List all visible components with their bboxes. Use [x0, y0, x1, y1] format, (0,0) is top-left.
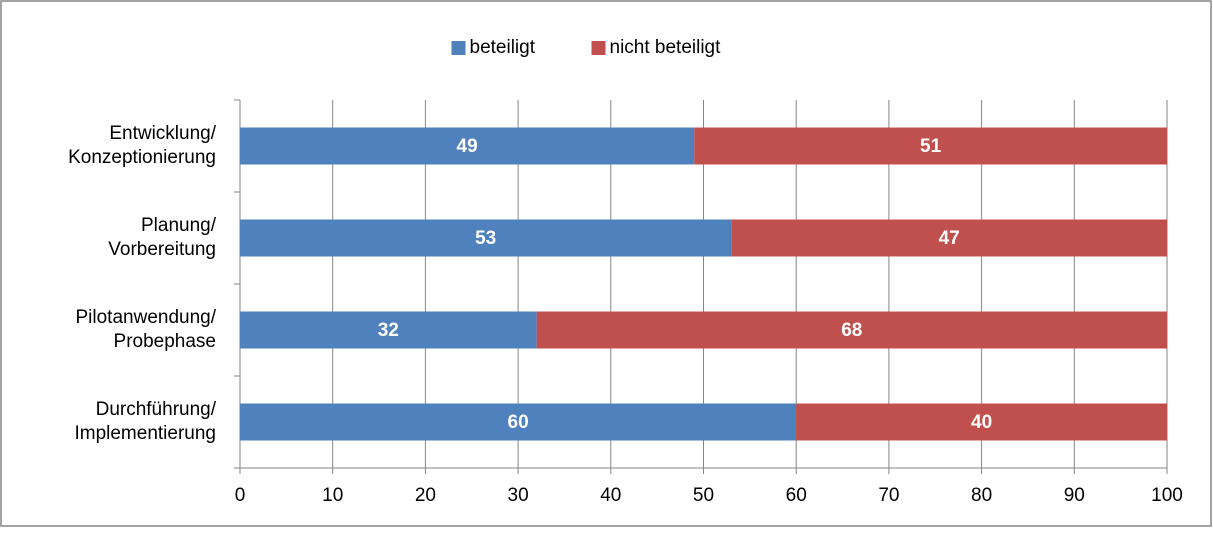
value-label: 53 [475, 228, 496, 249]
y-tick-label: Pilotanwendung/Probephase [76, 307, 217, 352]
x-tick-label: 40 [600, 485, 621, 506]
legend-label: beteiligt [470, 37, 536, 58]
y-tick-label: Durchführung/Implementierung [74, 399, 216, 444]
bar-segment [731, 219, 1167, 257]
y-tick-label: Entwicklung/Konzeptionierung [68, 123, 217, 168]
value-label: 51 [920, 136, 942, 157]
x-tick-label: 30 [508, 485, 529, 506]
value-label: 40 [971, 412, 992, 433]
value-label: 68 [841, 320, 862, 341]
x-tick-label: 50 [693, 485, 714, 506]
bar-segment [240, 127, 695, 165]
legend-swatch [451, 41, 466, 55]
legend-swatch [591, 41, 606, 55]
value-label: 32 [378, 320, 399, 341]
y-tick-label: Planung/Vorbereitung [108, 215, 216, 260]
x-tick-label: 90 [1064, 485, 1085, 506]
value-label: 47 [939, 228, 960, 249]
x-tick-label: 80 [971, 485, 992, 506]
x-tick-label: 20 [415, 485, 436, 506]
bar-segment [796, 403, 1167, 441]
x-tick-label: 100 [1151, 485, 1183, 506]
bar-segment [240, 219, 732, 257]
value-label: 60 [508, 412, 529, 433]
bar-segment [536, 311, 1167, 349]
x-tick-label: 0 [235, 485, 246, 506]
bar-segment [240, 403, 797, 441]
bar-segment [694, 127, 1167, 165]
legend-label: nicht beteiligt [610, 37, 722, 58]
x-tick-label: 10 [322, 485, 343, 506]
x-tick-label: 60 [786, 485, 807, 506]
value-label: 49 [457, 136, 478, 157]
bar-segment [240, 311, 537, 349]
x-tick-label: 70 [878, 485, 899, 506]
